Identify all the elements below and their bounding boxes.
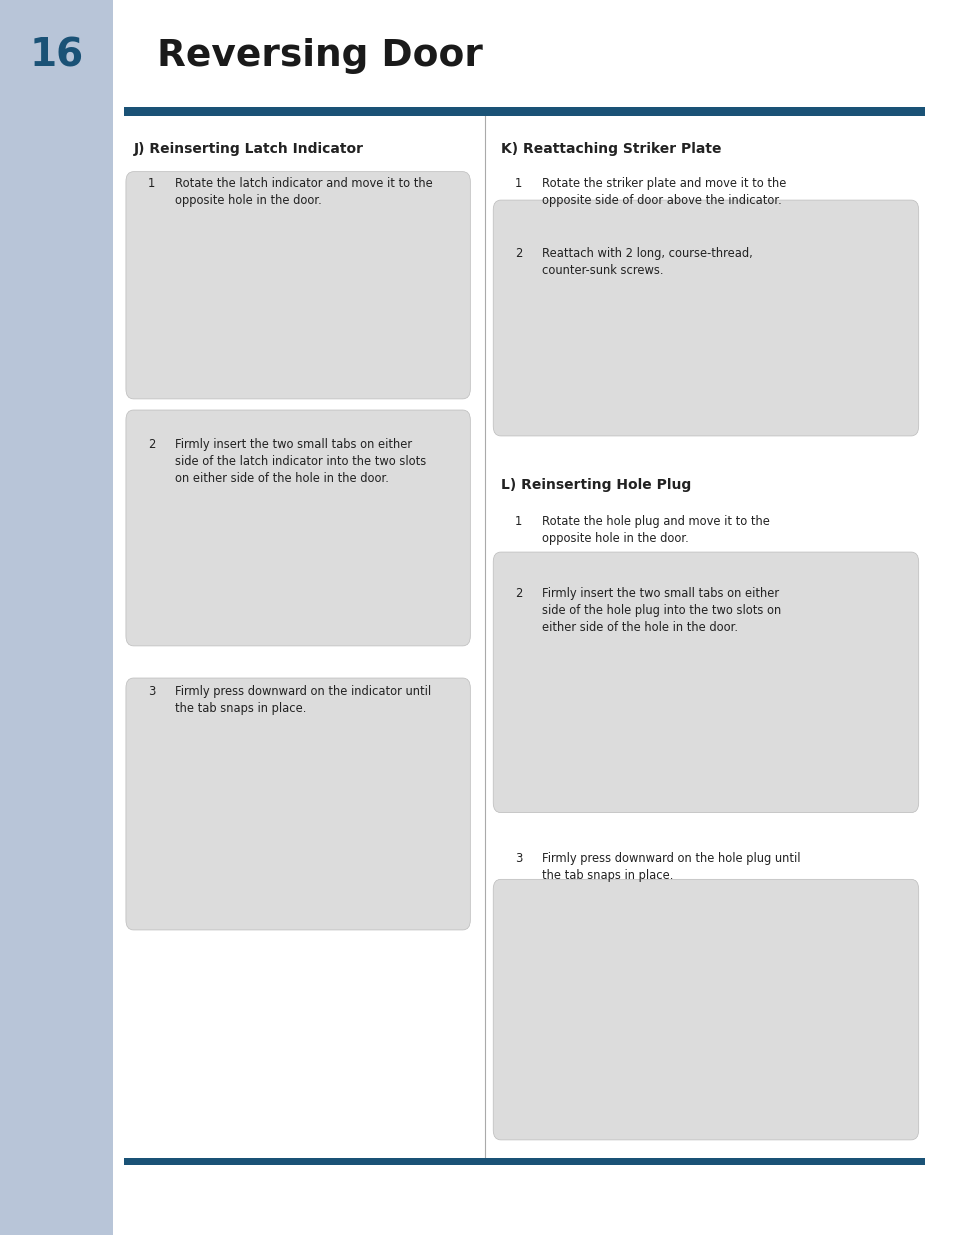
Text: Firmly insert the two small tabs on either
side of the latch indicator into the : Firmly insert the two small tabs on eith… bbox=[174, 438, 425, 485]
Text: 3: 3 bbox=[148, 685, 155, 699]
Text: Firmly insert the two small tabs on either
side of the hole plug into the two sl: Firmly insert the two small tabs on eith… bbox=[541, 587, 781, 634]
FancyBboxPatch shape bbox=[126, 410, 470, 646]
FancyBboxPatch shape bbox=[493, 552, 918, 813]
Text: J) Reinserting Latch Indicator: J) Reinserting Latch Indicator bbox=[133, 142, 363, 156]
Text: 2: 2 bbox=[148, 438, 155, 452]
Text: Reattach with 2 long, course-thread,
counter-sunk screws.: Reattach with 2 long, course-thread, cou… bbox=[541, 247, 752, 277]
Text: 2: 2 bbox=[515, 587, 522, 600]
Text: Rotate the hole plug and move it to the
opposite hole in the door.: Rotate the hole plug and move it to the … bbox=[541, 515, 769, 545]
Text: 1: 1 bbox=[515, 177, 522, 190]
Text: Reversing Door: Reversing Door bbox=[157, 37, 483, 74]
Text: 1: 1 bbox=[515, 515, 522, 529]
Text: Rotate the striker plate and move it to the
opposite side of door above the indi: Rotate the striker plate and move it to … bbox=[541, 177, 785, 206]
Text: Rotate the latch indicator and move it to the
opposite hole in the door.: Rotate the latch indicator and move it t… bbox=[174, 177, 432, 206]
Text: 1: 1 bbox=[148, 177, 155, 190]
Bar bbox=[124, 107, 924, 116]
Text: Firmly press downward on the hole plug until
the tab snaps in place.: Firmly press downward on the hole plug u… bbox=[541, 852, 800, 882]
FancyBboxPatch shape bbox=[493, 879, 918, 1140]
Text: 16: 16 bbox=[30, 37, 83, 74]
Text: 3: 3 bbox=[515, 852, 522, 866]
FancyBboxPatch shape bbox=[493, 200, 918, 436]
Bar bbox=[124, 0, 953, 1235]
Bar bbox=[0, 0, 112, 1235]
Text: Firmly press downward on the indicator until
the tab snaps in place.: Firmly press downward on the indicator u… bbox=[174, 685, 430, 715]
FancyBboxPatch shape bbox=[126, 678, 470, 930]
Bar bbox=[124, 1158, 924, 1165]
Text: K) Reattaching Striker Plate: K) Reattaching Striker Plate bbox=[500, 142, 720, 156]
FancyBboxPatch shape bbox=[126, 172, 470, 399]
Text: 2: 2 bbox=[515, 247, 522, 261]
Text: L) Reinserting Hole Plug: L) Reinserting Hole Plug bbox=[500, 478, 690, 492]
